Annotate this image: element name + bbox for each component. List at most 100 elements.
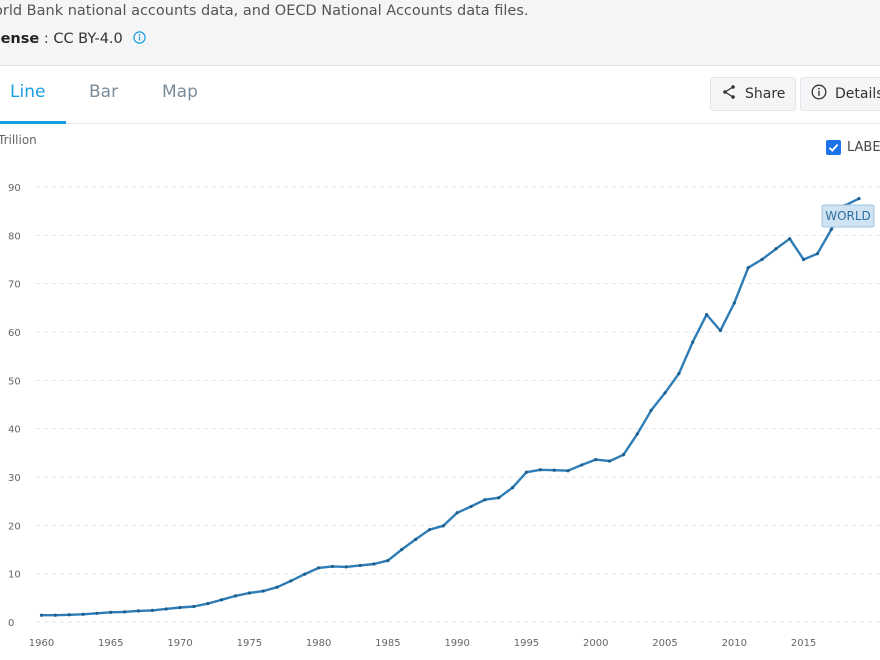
x-tick-label: 1960 [29,638,54,649]
data-point [150,608,154,612]
data-point [53,613,57,617]
data-point [815,252,820,256]
data-point [857,197,861,201]
data-point [123,610,127,614]
data-point [81,612,85,616]
data-point [732,301,736,305]
data-point [455,511,459,515]
share-icon [721,84,737,104]
data-point [580,463,584,467]
details-button[interactable]: Details [800,77,880,111]
y-tick-label: 40 [8,425,21,436]
data-point [829,227,833,232]
x-tick-label: 2010 [722,638,747,649]
share-label: Share [745,86,786,102]
y-tick-label: 80 [8,231,21,242]
details-info-icon [811,84,827,104]
data-point [358,563,362,568]
data-point [441,524,445,528]
share-button[interactable]: Share [710,77,797,111]
data-point [566,469,570,473]
data-point [760,257,764,262]
y-tick-label: 30 [8,473,21,484]
x-tick-label: 1985 [375,638,400,649]
data-point [289,579,293,583]
data-point [649,408,653,412]
x-tick-label: 2015 [791,638,816,649]
data-point [233,594,238,598]
x-tick-label: 1970 [167,638,192,649]
data-point [552,468,556,472]
data-point [178,605,182,610]
data-point [95,611,99,615]
data-point [372,562,376,566]
data-point [220,598,224,602]
tab-bar[interactable]: Bar [89,82,119,102]
tab-map[interactable]: Map [162,82,198,102]
data-point [400,547,404,552]
data-point [538,468,542,472]
x-tick-label: 2000 [583,638,608,649]
x-tick-label: 1965 [98,638,123,649]
license-label: cense [0,31,40,47]
data-point [427,528,432,532]
y-tick-label: 70 [8,280,21,291]
x-tick-label: 1995 [514,638,539,649]
data-point [511,486,515,490]
data-point [67,613,71,617]
y-tick-label: 50 [8,376,21,387]
data-point [774,247,778,251]
data-point [192,604,196,609]
active-tab-indicator [0,121,66,124]
data-point [483,498,487,502]
data-point [414,537,418,541]
y-tick-label: 10 [8,570,21,581]
info-icon[interactable] [133,31,147,48]
data-point [317,566,321,570]
checkmark-icon [828,143,839,152]
data-point [635,432,639,436]
y-tick-label: 60 [8,328,21,339]
series-line-world [41,197,860,617]
license-value: : CC BY-4.0 [39,31,123,47]
details-label: Details [835,86,880,102]
data-point [136,609,141,613]
data-point [663,391,667,395]
data-point [247,591,251,595]
data-point [386,559,390,563]
labels-checkbox[interactable] [826,140,841,155]
data-point [344,565,348,569]
x-tick-label: 1980 [306,638,331,649]
x-tick-label: 1975 [237,638,262,649]
data-point [621,453,626,457]
x-tick-label: 1990 [444,638,469,649]
data-point [330,564,335,569]
data-point [109,610,113,614]
data-point [704,313,709,317]
data-point [206,602,210,606]
data-point [691,340,695,344]
y-tick-label: 90 [8,183,21,194]
data-point [746,266,750,270]
source-panel: orld Bank national accounts data, and OE… [0,0,880,66]
series-label-world: WORLD [825,209,871,223]
data-point [275,585,279,589]
data-point [469,504,473,509]
line-chart: 0 10 20 30 40 50 60 70 80 90 1960 1965 1970 1975 1980 1… [8,183,880,649]
chart-tabs-bar: Line Bar Map Share Details [0,66,880,124]
series-label-box [821,204,875,228]
data-point [261,589,265,593]
data-point [594,458,598,462]
data-point [718,328,723,333]
labels-toggle[interactable]: LABE [826,140,880,155]
data-point [607,459,612,463]
data-point [164,607,168,611]
tab-line[interactable]: Line [10,82,46,102]
y-tick-label: 20 [8,521,21,532]
y-tick-label: 0 [8,618,14,629]
labels-toggle-label: LABE [847,140,880,155]
data-point [303,572,307,576]
data-point [39,613,44,617]
data-point [788,237,792,241]
data-point [524,470,529,474]
